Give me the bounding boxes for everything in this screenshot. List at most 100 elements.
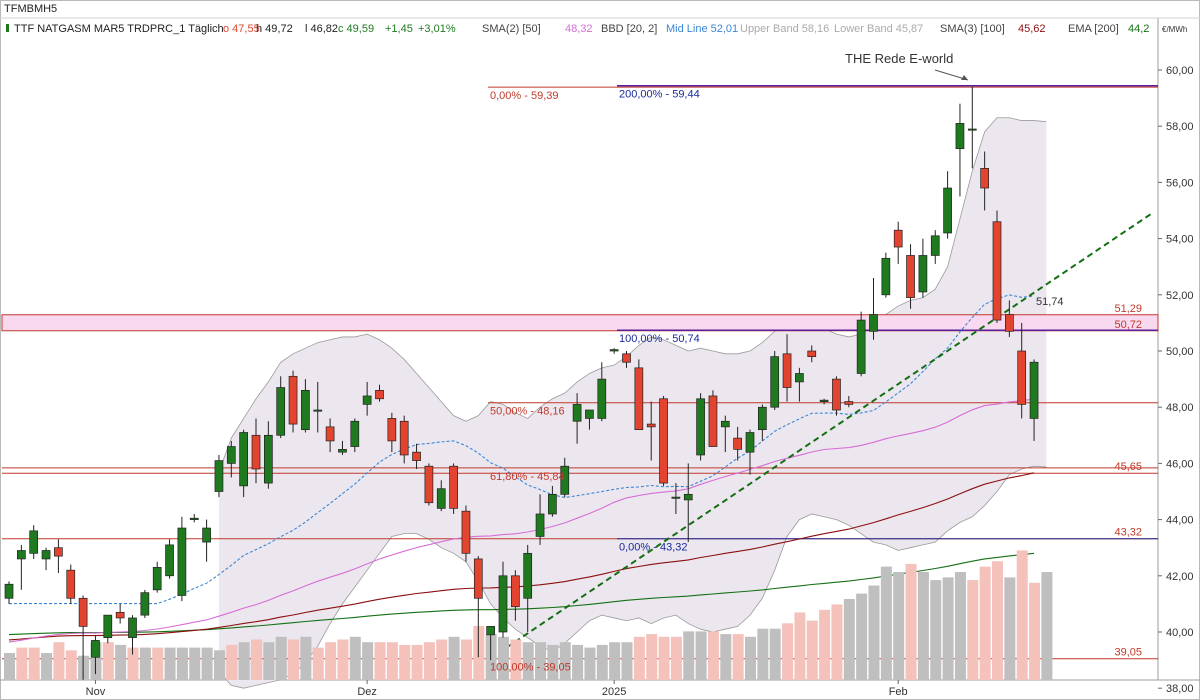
volume-bar (263, 642, 275, 680)
header-ema-val: 44,2 (1128, 23, 1149, 35)
candle (251, 418, 261, 484)
volume-bar (102, 642, 114, 680)
volume-bar (794, 612, 806, 680)
candle (782, 334, 792, 402)
candle-body (202, 527, 211, 543)
volume-bar (152, 647, 164, 680)
candle (152, 561, 162, 593)
candle (54, 539, 63, 573)
candle-body (301, 389, 310, 431)
volume-bar (831, 604, 843, 680)
candle-body (980, 168, 990, 189)
volume-bar (547, 644, 559, 680)
candle (301, 379, 310, 433)
candle (757, 404, 767, 441)
volume-bar (522, 642, 534, 680)
candle (720, 415, 730, 453)
volume-bar (1041, 572, 1053, 680)
candle-body (140, 592, 150, 616)
volume-bar (930, 580, 942, 680)
candle-body (486, 626, 495, 636)
volume-bar (769, 628, 781, 680)
volume-bar (460, 639, 472, 680)
sma100-line (8, 472, 1035, 641)
candle (399, 415, 409, 464)
volume-bar (312, 647, 324, 680)
candle-body (720, 420, 730, 428)
candle (622, 351, 631, 368)
candle-body (152, 567, 162, 591)
volume-bar (213, 650, 225, 680)
candle (91, 634, 100, 675)
candle-body (782, 353, 792, 388)
candle (733, 426, 743, 461)
candle (288, 370, 298, 433)
candle (511, 570, 520, 621)
candle-body (251, 434, 261, 470)
candle (202, 519, 211, 562)
candle-body (708, 395, 718, 447)
candle-body (523, 552, 533, 599)
candle-body (29, 530, 39, 554)
candle-body (869, 314, 878, 332)
candle-body (955, 123, 965, 150)
candle (856, 311, 866, 377)
trend-value-label: 51,74 (1036, 296, 1064, 308)
candle-body (671, 496, 681, 499)
candle (103, 614, 113, 644)
volume-bar (596, 644, 608, 680)
volume-bar (1029, 582, 1041, 680)
candle (572, 393, 582, 444)
candle (609, 348, 619, 354)
candle-body (609, 349, 619, 352)
volume-bar (65, 650, 77, 680)
header-mid-line: Mid Line 52,01 (666, 23, 738, 35)
volume-bar (757, 628, 769, 680)
candle-body (1017, 350, 1027, 405)
candle-body (78, 597, 88, 627)
volume-bar (423, 642, 435, 680)
volume-bar (609, 642, 621, 680)
volume-bar (868, 585, 880, 680)
candle (992, 210, 1002, 323)
y-tick-label: 44,00 (1166, 515, 1194, 527)
volume-bar (337, 639, 349, 680)
candle (140, 589, 150, 618)
volume-bar (979, 566, 991, 680)
volume-bar (880, 566, 892, 680)
candle (560, 457, 570, 498)
candle (646, 401, 656, 461)
header-l: l 46,82 (305, 23, 338, 35)
volume-bar (374, 642, 386, 680)
volume-bar (362, 642, 374, 680)
candle-body (473, 558, 483, 599)
candle (239, 429, 248, 498)
x-tick-label: Nov (86, 686, 106, 698)
candle-body (436, 488, 446, 509)
volume-bar (633, 636, 645, 680)
candle (795, 367, 804, 402)
candle-body (313, 409, 323, 412)
candle-body (881, 257, 891, 296)
volume-bar (436, 639, 448, 680)
volume-bar (843, 599, 855, 680)
volume-bar (646, 634, 658, 680)
volume-bar (189, 647, 201, 680)
candle-body (165, 544, 174, 577)
candle-body (585, 409, 594, 419)
candle-body (350, 420, 360, 447)
y-tick-label: 60,00 (1166, 65, 1194, 77)
header-ema-label: EMA [200] (1068, 23, 1119, 35)
volume-bar (942, 577, 954, 680)
header-sma2-val: 48,32 (565, 23, 593, 35)
candle (869, 277, 878, 340)
candle (745, 429, 755, 475)
candle-body (412, 451, 421, 461)
header-o: o 47,55 (223, 23, 260, 35)
candle-body (807, 350, 817, 357)
candle (683, 463, 693, 543)
candle (844, 395, 854, 408)
candle-body (17, 550, 26, 560)
candle-body (54, 547, 63, 557)
